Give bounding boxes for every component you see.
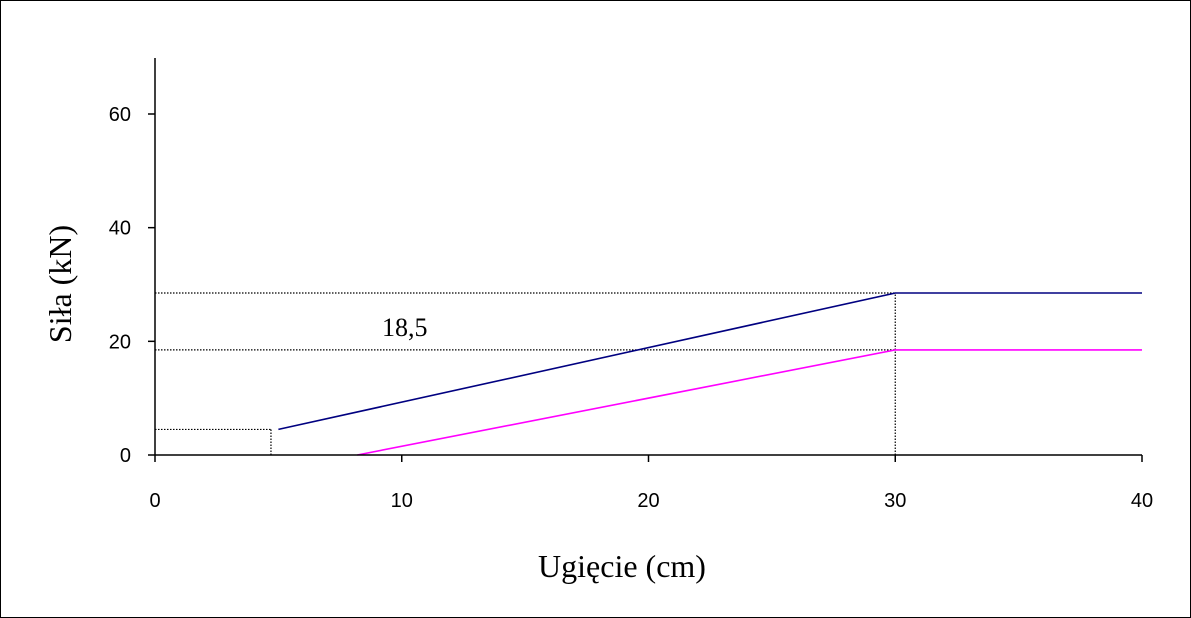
value-annotation: 18,5 [382,313,428,342]
y-tick-label: 60 [109,104,131,126]
series-line-2 [357,349,1142,456]
y-tick-label: 0 [120,445,131,467]
axes [148,58,1143,462]
reference-lines [155,292,896,455]
y-tick-label: 20 [109,331,131,353]
series-line-1 [278,292,1142,431]
x-axis-title: Ugięcie (cm) [538,548,706,584]
x-tick-label: 30 [884,490,906,512]
series-lines [278,292,1142,456]
y-tick-label: 40 [109,218,131,240]
tick-labels: 0 10 20 30 40 0 20 40 60 [109,104,1153,512]
x-tick-label: 20 [637,490,659,512]
chart-text: Ugięcie (cm) Siła (kN) 18,5 [42,225,706,584]
x-tick-label: 0 [149,490,160,512]
y-axis-title: Siła (kN) [42,225,78,343]
x-tick-label: 10 [391,490,413,512]
x-tick-label: 40 [1131,490,1153,512]
